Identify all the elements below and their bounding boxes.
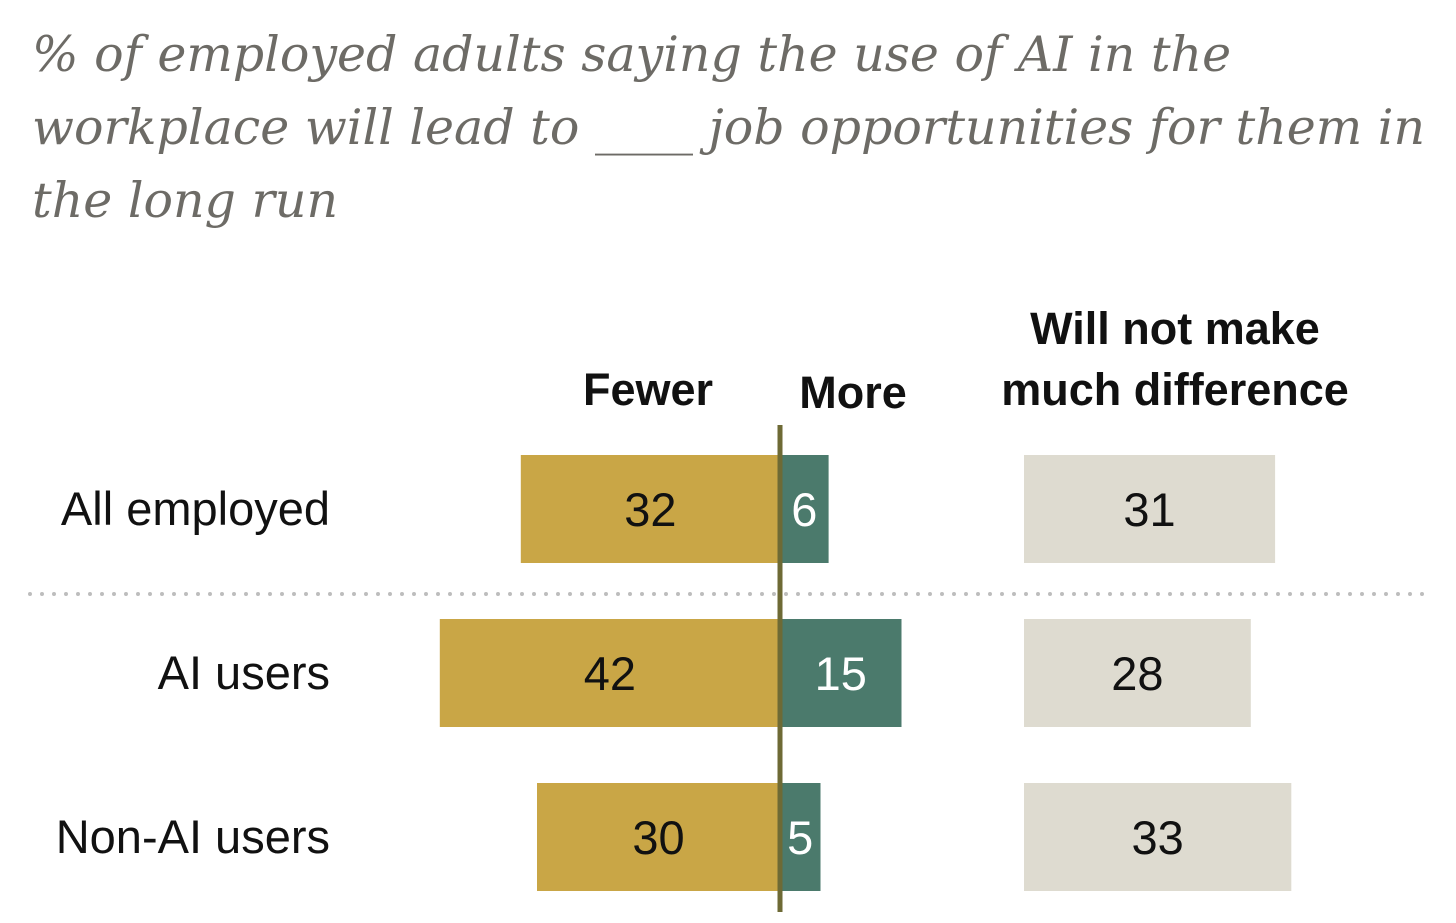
row-labels: All employed AI users Non-AI users xyxy=(56,482,330,863)
row-label-ai-users: AI users xyxy=(158,646,330,699)
column-header-fewer: Fewer xyxy=(583,364,713,415)
value-label-more-all-employed: 6 xyxy=(791,483,817,536)
chart-title: % of employed adults saying the use of A… xyxy=(32,26,1426,229)
value-label-more-non-ai-users: 5 xyxy=(787,811,813,864)
column-headers: Fewer More Will not make much difference xyxy=(583,303,1349,418)
value-label-more-ai-users: 15 xyxy=(815,647,867,700)
bars: 32 6 31 42 15 28 30 5 33 xyxy=(439,455,1292,891)
value-label-fewer-all-employed: 32 xyxy=(624,483,676,536)
value-label-no-difference-non-ai-users: 33 xyxy=(1132,811,1184,864)
value-label-fewer-ai-users: 42 xyxy=(584,647,636,700)
value-label-no-difference-all-employed: 31 xyxy=(1123,483,1175,536)
bar-fewer-all-employed xyxy=(520,455,780,563)
row-label-all-employed: All employed xyxy=(61,482,330,535)
bar-fewer-non-ai-users xyxy=(537,783,780,891)
row-label-non-ai-users: Non-AI users xyxy=(56,810,330,863)
bar-more-ai-users xyxy=(780,619,902,727)
value-label-no-difference-ai-users: 28 xyxy=(1111,647,1163,700)
bar-no-difference-non-ai-users xyxy=(1024,783,1292,891)
column-header-no-difference-line2: much difference xyxy=(1001,364,1349,415)
bar-more-non-ai-users xyxy=(780,783,821,891)
value-label-fewer-non-ai-users: 30 xyxy=(632,811,684,864)
bar-fewer-ai-users xyxy=(439,619,780,727)
column-header-more: More xyxy=(799,367,907,418)
column-header-no-difference-line1: Will not make xyxy=(1030,303,1320,354)
bar-no-difference-all-employed xyxy=(1024,455,1276,563)
bar-no-difference-ai-users xyxy=(1024,619,1251,727)
bar-more-all-employed xyxy=(780,455,829,563)
